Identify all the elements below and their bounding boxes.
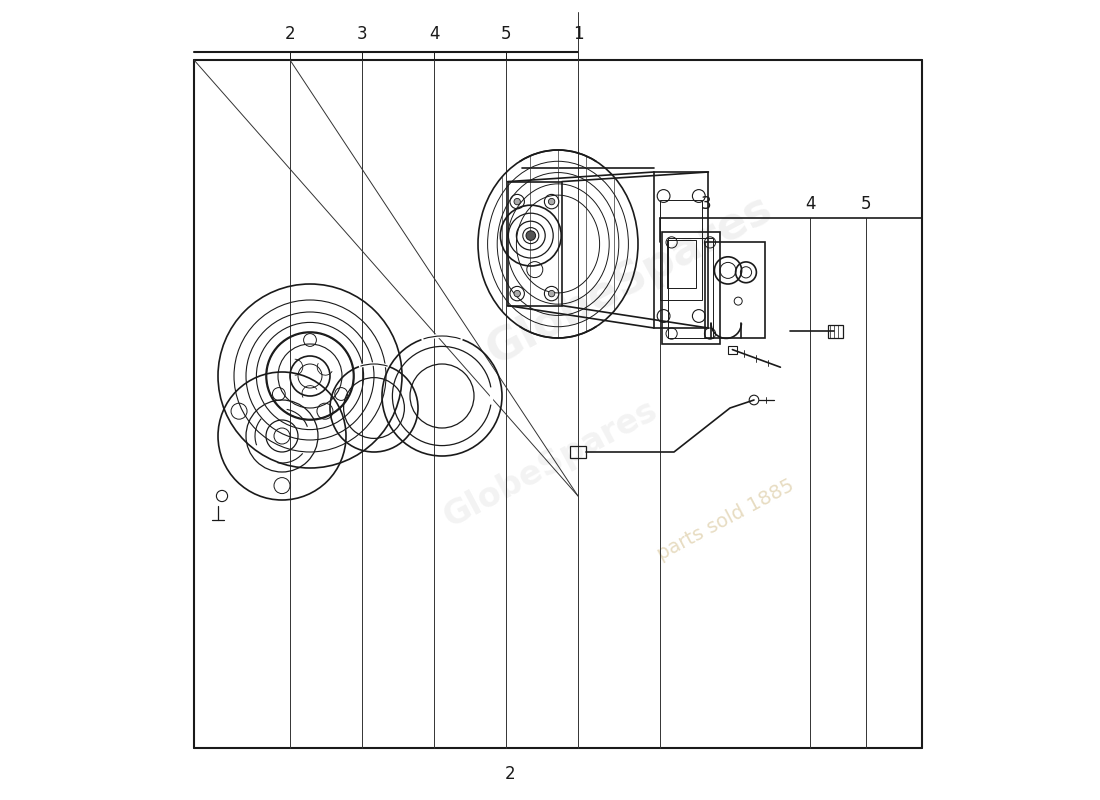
Bar: [570, 446, 586, 458]
Bar: [705, 242, 766, 338]
Text: 4: 4: [805, 195, 815, 213]
Bar: [727, 346, 737, 354]
Bar: [669, 238, 713, 338]
Text: 4: 4: [429, 26, 439, 43]
Bar: [828, 325, 843, 338]
Text: 5: 5: [500, 26, 512, 43]
Bar: [667, 240, 695, 288]
Bar: [660, 200, 702, 300]
Circle shape: [514, 198, 520, 205]
Text: GlobeSpares: GlobeSpares: [438, 394, 662, 534]
Text: 1: 1: [573, 26, 583, 43]
Bar: [507, 182, 562, 306]
Text: parts sold 1885: parts sold 1885: [654, 476, 798, 564]
Text: 5: 5: [860, 195, 871, 213]
Text: 3: 3: [356, 26, 367, 43]
Circle shape: [549, 198, 554, 205]
Circle shape: [526, 231, 536, 240]
Bar: [654, 172, 708, 328]
Text: GlobeSpares: GlobeSpares: [480, 186, 780, 374]
Text: 3: 3: [701, 195, 712, 213]
Bar: [662, 232, 719, 344]
Text: 2: 2: [285, 26, 295, 43]
Circle shape: [514, 290, 520, 297]
Circle shape: [549, 290, 554, 297]
Text: 2: 2: [505, 766, 515, 783]
